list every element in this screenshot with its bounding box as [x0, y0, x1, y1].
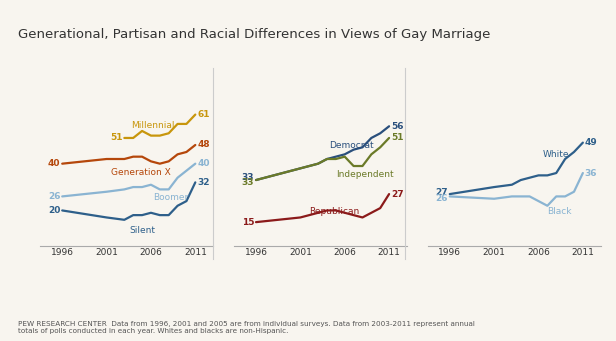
- Text: 33: 33: [241, 173, 254, 182]
- Text: 51: 51: [110, 133, 123, 143]
- Text: Millennial: Millennial: [131, 121, 175, 130]
- Text: 49: 49: [585, 138, 598, 147]
- Text: 61: 61: [197, 110, 209, 119]
- Text: Democrat: Democrat: [329, 140, 373, 150]
- Text: 51: 51: [391, 133, 403, 143]
- Text: 20: 20: [48, 206, 60, 215]
- Text: Generation X: Generation X: [111, 168, 171, 177]
- Text: 27: 27: [436, 189, 448, 197]
- Text: 26: 26: [48, 192, 60, 201]
- Text: Republican: Republican: [309, 207, 360, 216]
- Text: Independent: Independent: [336, 169, 394, 179]
- Text: 26: 26: [436, 194, 448, 203]
- Text: 27: 27: [391, 190, 403, 198]
- Text: 40: 40: [48, 159, 60, 168]
- Text: 15: 15: [241, 218, 254, 227]
- Text: 33: 33: [241, 178, 254, 187]
- Text: Silent: Silent: [129, 226, 155, 235]
- Text: Generational, Partisan and Racial Differences in Views of Gay Marriage: Generational, Partisan and Racial Differ…: [18, 28, 491, 41]
- Text: 48: 48: [197, 140, 209, 149]
- Text: Boomer: Boomer: [153, 193, 188, 202]
- Text: 56: 56: [391, 122, 403, 131]
- Text: 32: 32: [197, 178, 209, 187]
- Text: Black: Black: [548, 207, 572, 216]
- Text: 40: 40: [197, 159, 209, 168]
- Text: 36: 36: [585, 168, 597, 178]
- Text: PEW RESEARCH CENTER  Data from 1996, 2001 and 2005 are from individual surveys. : PEW RESEARCH CENTER Data from 1996, 2001…: [18, 321, 476, 334]
- Text: White: White: [543, 150, 569, 159]
